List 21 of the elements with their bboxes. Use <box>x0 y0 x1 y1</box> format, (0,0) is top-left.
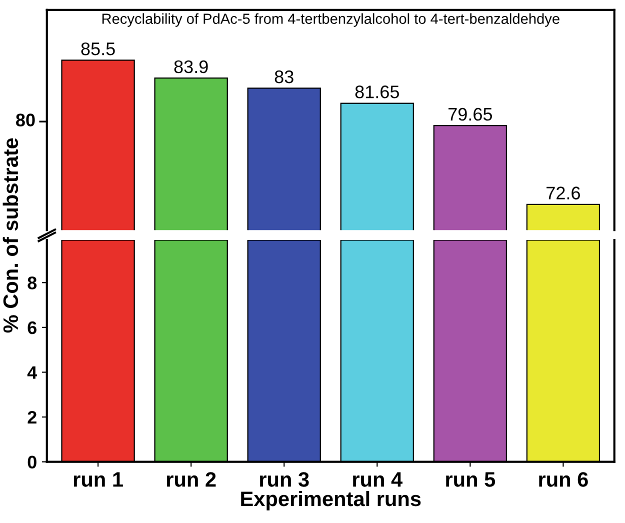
y-tick-label: 0 <box>28 456 36 469</box>
data-label: 83 <box>274 70 294 84</box>
x-axis-title: Experimental runs <box>241 490 421 510</box>
x-tick-label: run 3 <box>260 472 309 487</box>
data-label: 83.9 <box>174 60 208 74</box>
y-axis-title: % Con. of substrate <box>2 138 18 333</box>
data-label: 72.6 <box>546 186 580 200</box>
x-tick-label: run 1 <box>74 472 123 487</box>
x-tick-label: run 2 <box>166 472 216 487</box>
data-label: 79.65 <box>448 108 492 121</box>
y-tick-label: 2 <box>28 410 36 424</box>
x-tick-label: run 5 <box>446 472 496 487</box>
chart-title: Recyclability of PdAc-5 from 4-tertbenzylalcohol to 4-tert-benzaldehdye <box>102 13 560 27</box>
y-tick-label: 8 <box>28 276 37 290</box>
y-tick-label: 6 <box>28 321 36 334</box>
x-tick-label: run 6 <box>539 472 588 487</box>
data-label: 85.5 <box>81 42 115 56</box>
text: 80 <box>16 114 35 126</box>
x-tick-label: run 4 <box>353 472 402 487</box>
y-tick-label: 4 <box>27 366 38 379</box>
data-label: 81.65 <box>355 86 399 98</box>
